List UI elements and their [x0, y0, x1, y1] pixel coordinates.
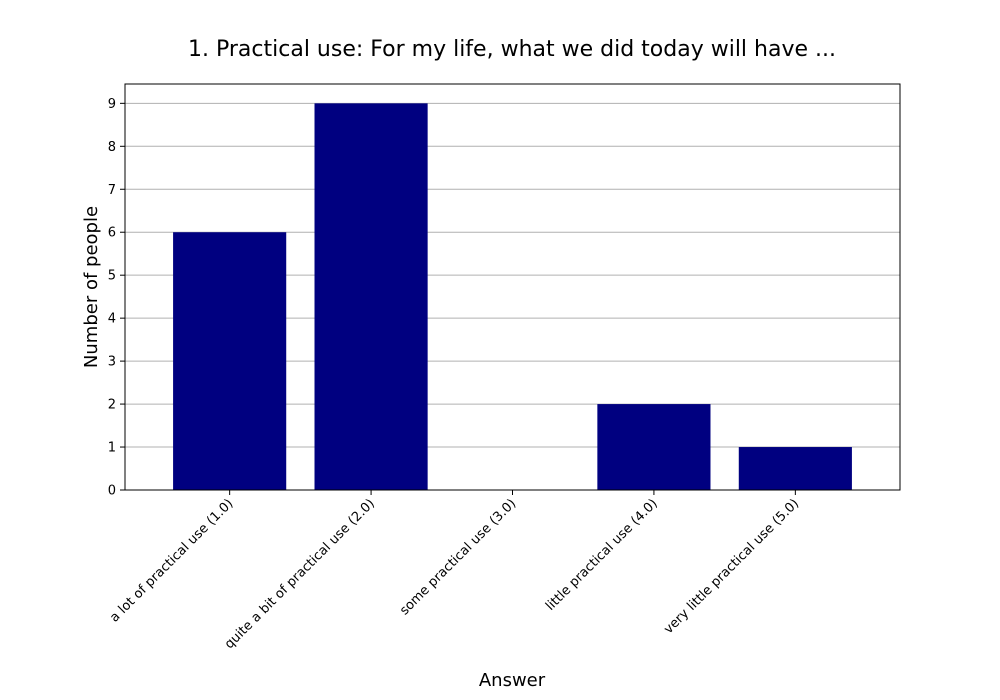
x-tick-label: quite a bit of practical use (2.0) — [222, 496, 378, 652]
y-tick-label: 5 — [108, 269, 116, 284]
x-axis-label: Answer — [479, 670, 546, 691]
bar — [173, 232, 287, 490]
y-tick-label: 4 — [108, 312, 116, 327]
x-axis: a lot of practical use (1.0)quite a bit … — [107, 490, 802, 652]
y-tick-label: 8 — [108, 140, 116, 155]
y-tick-label: 9 — [108, 97, 116, 112]
y-tick-label: 1 — [108, 441, 116, 456]
x-tick-label: little practical use (4.0) — [543, 496, 661, 614]
bars-layer — [173, 103, 852, 490]
y-tick-label: 3 — [108, 355, 116, 370]
x-tick-label: very little practical use (5.0) — [661, 496, 802, 637]
x-tick-label: some practical use (3.0) — [397, 496, 519, 618]
bar — [597, 404, 711, 490]
y-tick-label: 7 — [108, 183, 116, 198]
bar — [738, 447, 852, 490]
y-tick-label: 6 — [108, 226, 116, 241]
y-axis: 0 1 2 3 4 5 6 7 8 9 — [108, 97, 125, 499]
x-tick-label: a lot of practical use (1.0) — [107, 496, 236, 625]
y-tick-label: 2 — [108, 398, 116, 413]
chart-title: 1. Practical use: For my life, what we d… — [188, 37, 836, 62]
y-axis-label: Number of people — [81, 206, 102, 368]
bar — [314, 103, 428, 490]
y-tick-label: 0 — [108, 484, 116, 499]
